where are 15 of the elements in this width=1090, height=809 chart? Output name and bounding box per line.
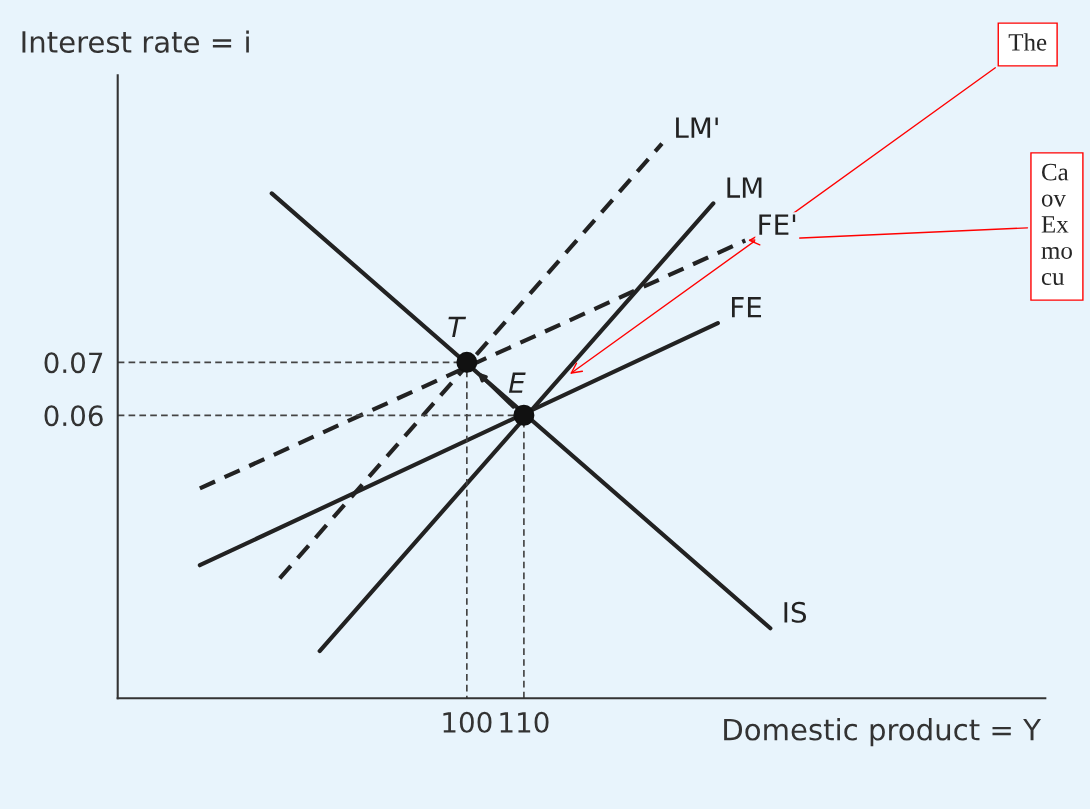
annotation: T [448,316,467,338]
series-label: LM [727,177,762,198]
series-label: FE [731,297,762,318]
x-tick-label: 110 [500,711,549,733]
y-axis-title: Interest rate = i [22,30,249,53]
y-tick-label: 0.07 [44,352,103,374]
annotation: The [1008,33,1047,51]
annotation: E [508,372,526,393]
x-axis-title: Domestic product = Y [724,718,1042,747]
series-label: IS [784,601,807,623]
y-tick-label: 0.06 [44,405,103,427]
series-label: LM' [676,117,718,138]
series-label: FE' [759,214,796,235]
annotation: Ca ov Ex mo cu [1041,163,1072,286]
x-tick-label: 100 [443,711,492,733]
